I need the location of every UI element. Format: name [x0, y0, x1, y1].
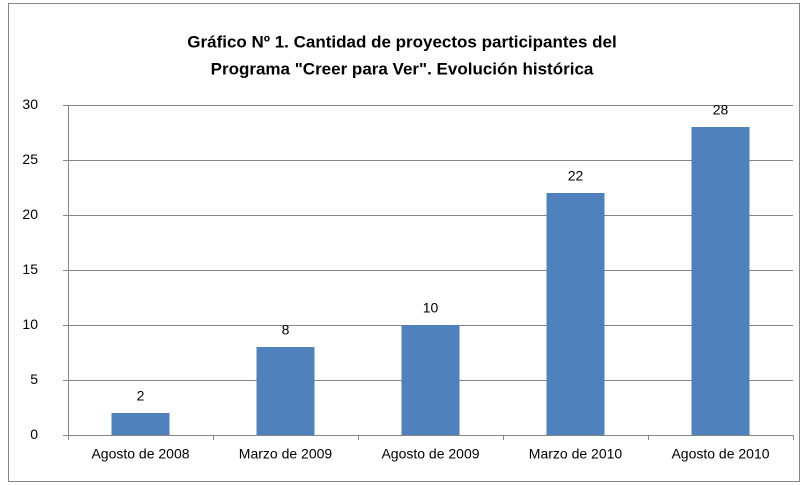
data-label: 28 — [713, 102, 729, 118]
bar — [401, 325, 460, 435]
data-label: 8 — [282, 322, 290, 338]
x-tick-label: Agosto de 2009 — [381, 446, 479, 462]
y-tick-label: 25 — [22, 151, 38, 167]
bar — [691, 127, 750, 435]
y-tick-label: 0 — [30, 426, 38, 442]
bar — [546, 193, 605, 435]
y-tick-label: 5 — [30, 371, 38, 387]
data-label: 22 — [568, 168, 584, 184]
x-tick-label: Agosto de 2008 — [91, 446, 189, 462]
y-tick-label: 30 — [22, 96, 38, 112]
data-label: 10 — [423, 300, 439, 316]
data-label: 2 — [137, 388, 145, 404]
chart-title: Gráfico Nº 1. Cantidad de proyectos part… — [187, 32, 616, 51]
x-tick-label: Marzo de 2009 — [239, 446, 333, 462]
bar — [111, 413, 170, 435]
y-tick-label: 10 — [22, 316, 38, 332]
y-tick-label: 15 — [22, 261, 38, 277]
x-tick-label: Agosto de 2010 — [671, 446, 769, 462]
y-tick-label: 20 — [22, 206, 38, 222]
bar — [256, 347, 315, 435]
chart-title: Programa "Creer para Ver". Evolución his… — [211, 59, 594, 78]
x-tick-label: Marzo de 2010 — [529, 446, 623, 462]
